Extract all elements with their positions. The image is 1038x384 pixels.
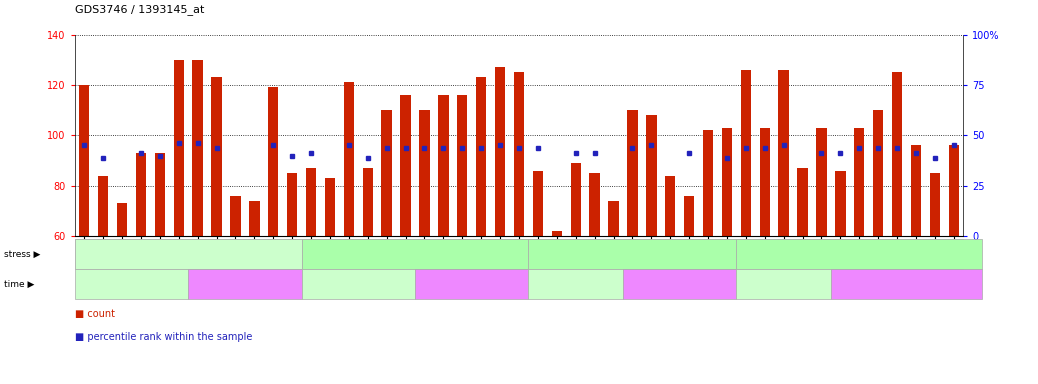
Text: time ▶: time ▶ xyxy=(4,280,34,289)
Bar xyxy=(457,95,467,236)
Bar xyxy=(760,128,770,236)
Bar xyxy=(590,173,600,236)
Bar xyxy=(438,95,448,236)
Bar xyxy=(816,128,826,236)
Bar xyxy=(532,170,543,236)
Bar xyxy=(382,110,392,236)
Bar xyxy=(98,176,108,236)
Text: stress ▶: stress ▶ xyxy=(4,250,40,259)
Bar xyxy=(325,178,335,236)
Bar xyxy=(608,201,619,236)
Text: 24 hrs: 24 hrs xyxy=(457,279,487,289)
Text: 2 hrs: 2 hrs xyxy=(564,279,589,289)
Bar xyxy=(362,168,373,236)
Bar xyxy=(873,110,883,236)
Bar xyxy=(741,70,752,236)
Bar xyxy=(703,130,713,236)
Bar xyxy=(854,128,865,236)
Text: 2 hrs: 2 hrs xyxy=(119,279,144,289)
Bar xyxy=(155,153,165,236)
Text: 24 hrs: 24 hrs xyxy=(229,279,261,289)
Bar xyxy=(136,153,146,236)
Bar xyxy=(230,196,241,236)
Text: 2 hrs: 2 hrs xyxy=(346,279,371,289)
Bar xyxy=(419,110,430,236)
Bar xyxy=(117,204,128,236)
Text: ■ count: ■ count xyxy=(75,309,115,319)
Bar xyxy=(721,128,732,236)
Bar xyxy=(551,231,562,236)
Bar xyxy=(910,146,921,236)
Text: smoke: smoke xyxy=(617,249,649,259)
Bar xyxy=(797,168,808,236)
Bar xyxy=(476,78,487,236)
Bar xyxy=(930,173,940,236)
Text: dexamethasone + smoke: dexamethasone + smoke xyxy=(797,249,922,259)
Bar xyxy=(665,176,676,236)
Bar xyxy=(571,163,581,236)
Bar xyxy=(306,168,317,236)
Bar xyxy=(79,85,89,236)
Bar xyxy=(627,110,637,236)
Bar xyxy=(249,201,260,236)
Bar xyxy=(401,95,411,236)
Bar xyxy=(344,83,354,236)
Bar xyxy=(212,78,222,236)
Bar xyxy=(778,70,789,236)
Text: control: control xyxy=(171,249,206,259)
Bar xyxy=(684,196,694,236)
Bar xyxy=(949,146,959,236)
Text: GDS3746 / 1393145_at: GDS3746 / 1393145_at xyxy=(75,5,204,15)
Bar xyxy=(892,72,902,236)
Text: 24 hrs: 24 hrs xyxy=(891,279,922,289)
Bar xyxy=(495,67,506,236)
Bar xyxy=(192,60,202,236)
Bar xyxy=(514,72,524,236)
Text: 2 hrs: 2 hrs xyxy=(771,279,796,289)
Bar xyxy=(286,173,297,236)
Text: 24 hrs: 24 hrs xyxy=(664,279,695,289)
Bar xyxy=(836,170,846,236)
Bar xyxy=(646,115,656,236)
Bar xyxy=(268,88,278,236)
Text: dexamethasone: dexamethasone xyxy=(376,249,455,259)
Text: ■ percentile rank within the sample: ■ percentile rank within the sample xyxy=(75,332,252,342)
Bar xyxy=(173,60,184,236)
